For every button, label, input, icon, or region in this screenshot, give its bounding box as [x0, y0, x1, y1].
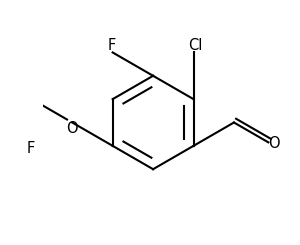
Text: O: O	[268, 136, 280, 151]
Text: F: F	[107, 38, 116, 53]
Text: O: O	[66, 121, 78, 136]
Text: Cl: Cl	[188, 38, 203, 53]
Text: F: F	[26, 141, 35, 156]
